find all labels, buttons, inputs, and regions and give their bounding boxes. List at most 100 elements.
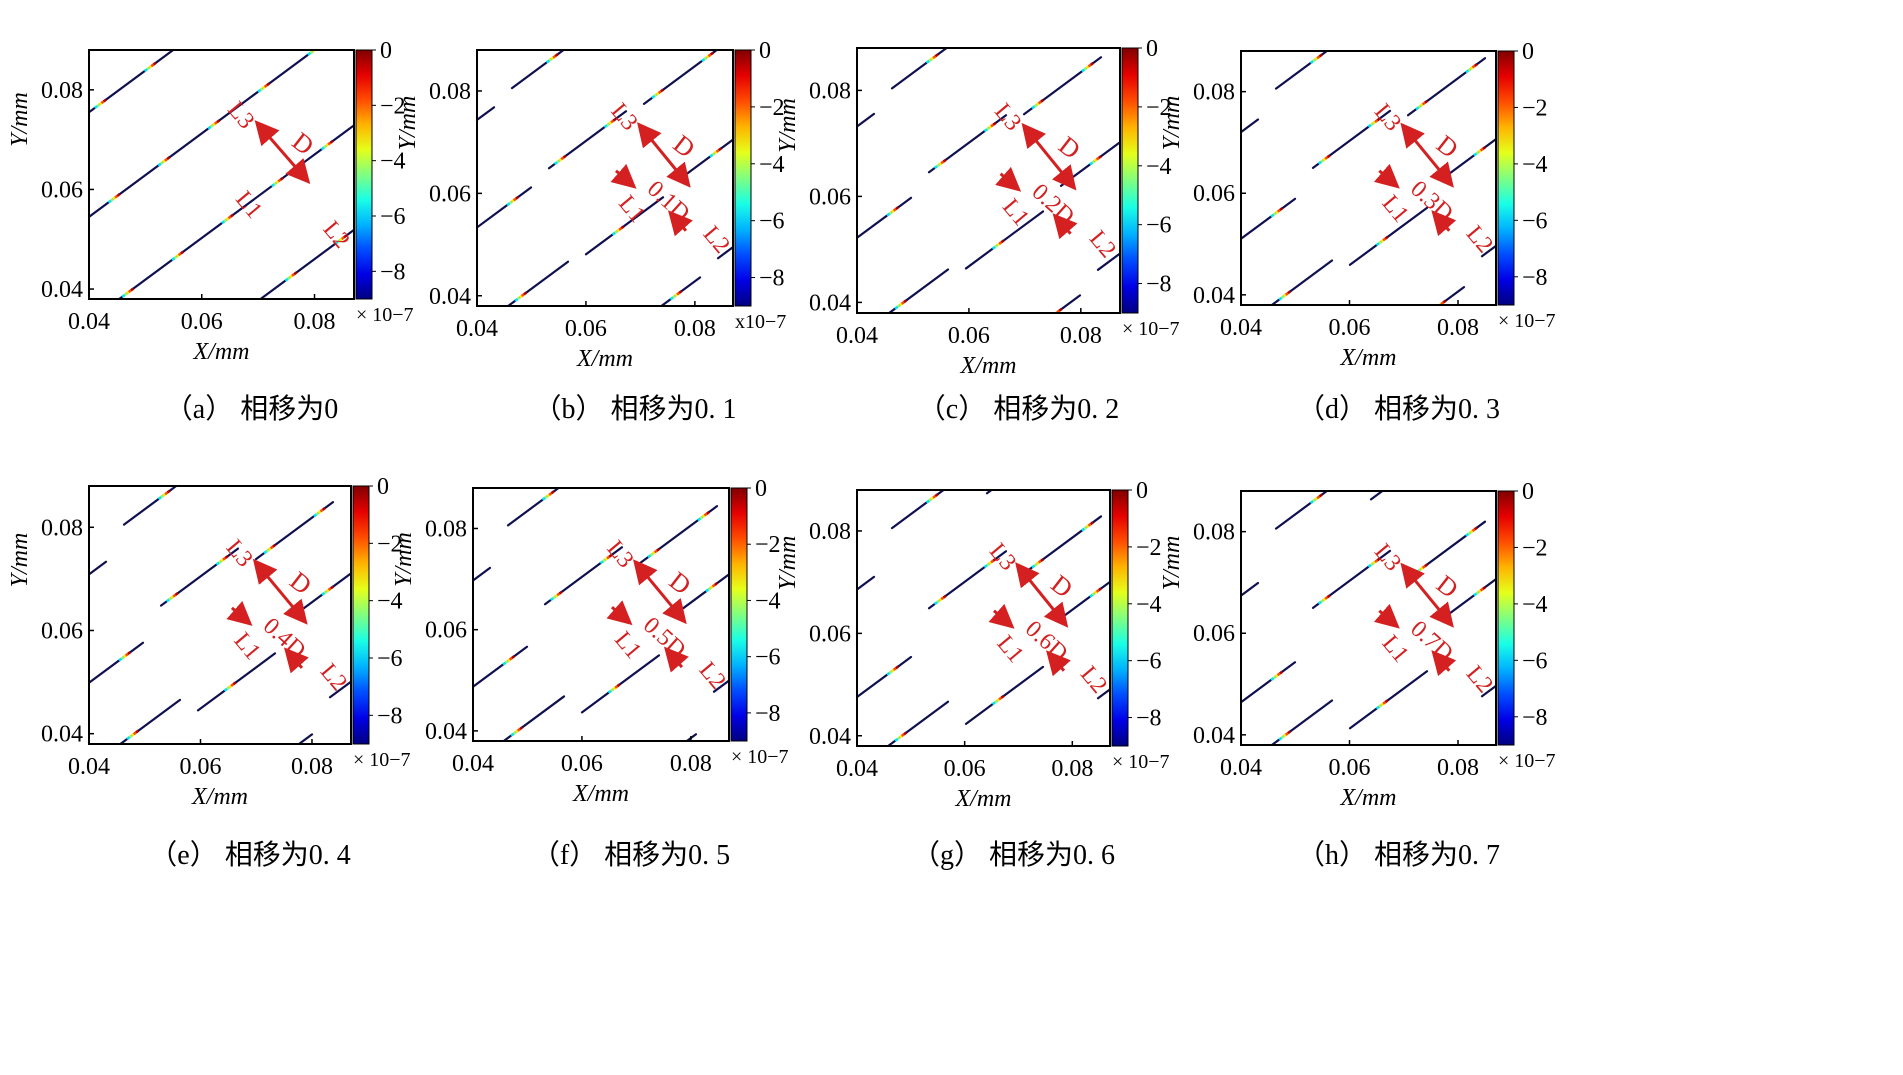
field-line-segment [418, 414, 420, 416]
field-line-segment [235, 316, 237, 318]
field-line-segment [1351, 258, 1353, 260]
field-line-segment [823, 505, 825, 507]
field-line-segment [604, 557, 608, 561]
field-line-segment [62, 460, 64, 462]
field-line-segment [865, 905, 867, 907]
field-line-segment [1274, 673, 1279, 678]
y-axis-label: Y/mm [7, 533, 33, 588]
field-line-segment [896, 736, 901, 741]
field-line-segment [895, 206, 900, 210]
field-line-segment [453, 700, 455, 702]
x-axis-label: X/mm [1340, 345, 1397, 371]
field-line-segment [344, 103, 346, 105]
field-line-segment [838, 602, 840, 604]
field-line-segment [1102, 442, 1104, 444]
field-line-segment [928, 428, 930, 430]
field-line-segment [1240, 452, 1242, 454]
field-line-segment [60, 486, 62, 488]
annotation-label: L2 [1461, 221, 1498, 258]
field-line-segment [842, 247, 844, 249]
field-line-segment [1154, 404, 1156, 406]
field-line-segment [770, 402, 772, 404]
field-line-segment [441, 31, 443, 33]
field-line-segment [545, 59, 550, 64]
field-line-segment [1518, 15, 1520, 17]
y-tick-label: 0.08 [809, 519, 851, 545]
field-line-segment [771, 508, 773, 510]
field-line-segment [275, 180, 280, 184]
field-line-segment [50, 385, 52, 387]
field-line-segment [289, 274, 293, 279]
field-line-segment [983, 564, 988, 569]
field-line-segment [78, 689, 80, 691]
field-line-segment [1419, 103, 1424, 107]
field-line-segment [826, 37, 828, 39]
field-line-segment [317, 47, 319, 49]
field-line-segment [1163, 188, 1165, 190]
field-line-segment [514, 729, 519, 734]
field-line-segment [666, 754, 668, 756]
colorbar-exponent: × 10−7 [1112, 751, 1170, 773]
field-line-segment [1100, 4, 1102, 6]
field-line-segment [640, 455, 642, 457]
field-line-segment [523, 291, 528, 296]
field-line-segment [828, 466, 830, 468]
field-line-segment [707, 53, 712, 58]
field-line-segment [647, 554, 652, 559]
field-line-segment [1572, 414, 1574, 416]
field-line-segment [1580, 93, 1582, 95]
x-tick-label: 0.08 [670, 751, 712, 777]
field-line-segment [439, 497, 441, 499]
field-lines [384, 349, 746, 934]
field-line-segment [426, 932, 428, 934]
field-line-segment [1205, 473, 1207, 475]
field-line-segment [1249, 908, 1251, 910]
field-line-segment [772, 400, 774, 402]
field-line-segment [819, 42, 821, 44]
field-line-segment [180, 250, 185, 255]
y-tick-label: 0.04 [809, 290, 851, 316]
field-line-segment [390, 505, 392, 507]
field-line-segment [207, 125, 212, 130]
field-line-segment [90, 5, 92, 7]
field-line-segment [1287, 290, 1292, 295]
field-line-segment [1520, 453, 1522, 455]
field-line-segment [1326, 594, 1331, 599]
field-line-segment [442, 496, 444, 498]
field-line-segment [1337, 802, 1339, 804]
field-line-segment [8, 501, 10, 503]
distance-arrow [252, 558, 308, 625]
field-line-segment [1031, 459, 1033, 461]
field-line-segment [157, 496, 162, 501]
field-line-segment [1384, 235, 1389, 240]
field-line-segment [83, 10, 85, 12]
field-line-segment [338, 237, 343, 242]
field-line-segment [160, 412, 162, 414]
field-line-segment [322, 144, 327, 149]
field-line [328, 680, 351, 699]
field-line-segment [1098, 587, 1102, 592]
field-line-segment [1415, 465, 1417, 467]
field-line-segment [1254, 371, 1256, 373]
field-line-segment [1578, 94, 1580, 96]
field-line-segment [1222, 608, 1224, 610]
field-line-segment [220, 558, 224, 563]
colorbar-exponent: × 10−7 [1498, 310, 1556, 332]
field-line-segment [384, 403, 386, 405]
field-line-segment [991, 701, 996, 706]
field-line-segment [867, 365, 869, 367]
field-line-segment [674, 293, 678, 298]
annotation-label: D [664, 566, 697, 600]
field-line-segment [744, 349, 746, 351]
plot-frame [472, 487, 730, 742]
y-tick-label: 0.04 [809, 724, 851, 750]
field-line-segment [1179, 421, 1181, 423]
field-line-segment [658, 90, 662, 94]
field-line-segment [1285, 731, 1289, 736]
colorbar-tick-label: −6 [380, 204, 406, 230]
field-line-segment [128, 289, 132, 293]
field-line-segment [815, 942, 817, 944]
field-line-segment [933, 165, 938, 170]
